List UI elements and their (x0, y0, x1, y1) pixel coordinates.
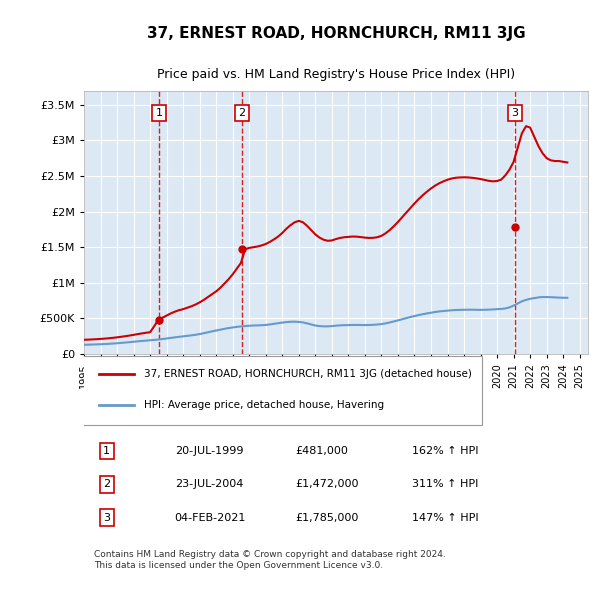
Text: 2: 2 (103, 479, 110, 489)
Text: 04-FEB-2021: 04-FEB-2021 (175, 513, 246, 523)
Text: HPI: Average price, detached house, Havering: HPI: Average price, detached house, Have… (145, 400, 385, 410)
Text: £481,000: £481,000 (296, 446, 349, 456)
Text: 1: 1 (103, 446, 110, 456)
Text: 20-JUL-1999: 20-JUL-1999 (175, 446, 243, 456)
Text: 311% ↑ HPI: 311% ↑ HPI (412, 479, 478, 489)
Text: 162% ↑ HPI: 162% ↑ HPI (412, 446, 478, 456)
Text: £1,472,000: £1,472,000 (296, 479, 359, 489)
Text: £1,785,000: £1,785,000 (296, 513, 359, 523)
Text: 37, ERNEST ROAD, HORNCHURCH, RM11 3JG: 37, ERNEST ROAD, HORNCHURCH, RM11 3JG (146, 26, 526, 41)
Text: 2: 2 (238, 108, 245, 118)
Text: 23-JUL-2004: 23-JUL-2004 (175, 479, 243, 489)
Text: Price paid vs. HM Land Registry's House Price Index (HPI): Price paid vs. HM Land Registry's House … (157, 68, 515, 81)
FancyBboxPatch shape (79, 356, 482, 425)
Text: 3: 3 (512, 108, 518, 118)
Text: 1: 1 (155, 108, 163, 118)
Text: 37, ERNEST ROAD, HORNCHURCH, RM11 3JG (detached house): 37, ERNEST ROAD, HORNCHURCH, RM11 3JG (d… (145, 369, 472, 379)
Text: 3: 3 (103, 513, 110, 523)
Text: Contains HM Land Registry data © Crown copyright and database right 2024.
This d: Contains HM Land Registry data © Crown c… (94, 550, 446, 570)
Text: 147% ↑ HPI: 147% ↑ HPI (412, 513, 478, 523)
